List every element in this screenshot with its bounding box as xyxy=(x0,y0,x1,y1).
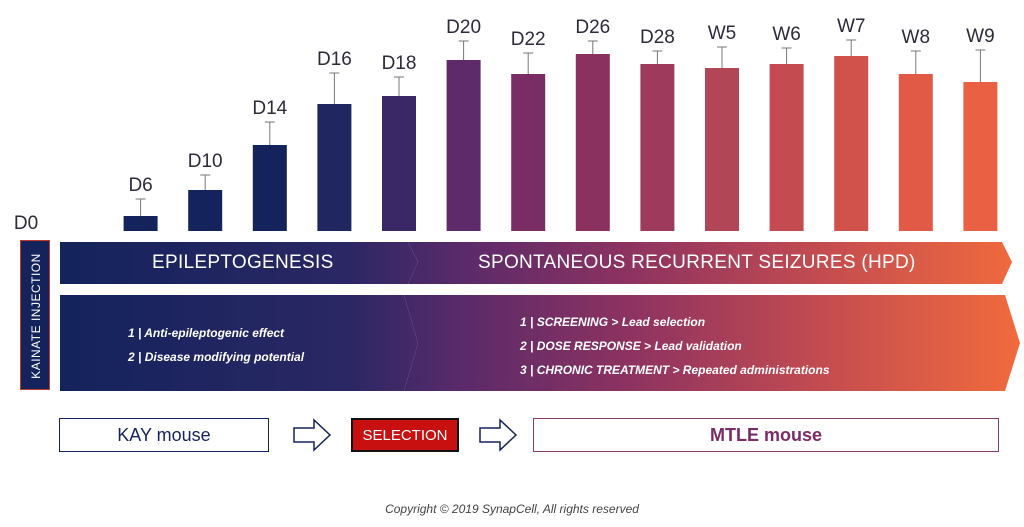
bar-label-d0: D0 xyxy=(14,213,38,234)
kay-mouse-box: KAY mouse xyxy=(59,418,269,452)
error-bar-w5 xyxy=(717,46,727,68)
error-bar-d22 xyxy=(523,52,534,74)
bar-label-d18: D18 xyxy=(382,53,417,74)
copyright-text: Copyright © 2019 SynapCell, All rights r… xyxy=(385,502,639,516)
epileptogenesis-label: EPILEPTOGENESIS xyxy=(152,252,334,273)
mtle-mouse-box: MTLE mouse xyxy=(533,418,999,452)
bar-w7 xyxy=(834,56,869,231)
bar-d28 xyxy=(640,64,675,231)
bar-d14 xyxy=(252,145,287,231)
bar-d20 xyxy=(446,60,481,231)
bar-label-d14: D14 xyxy=(252,98,287,119)
right-arrow-icon xyxy=(293,418,332,452)
bar-label-d20: D20 xyxy=(446,17,481,38)
bar-w5 xyxy=(705,68,739,231)
error-bar-d16 xyxy=(329,72,340,104)
bar-label-w5: W5 xyxy=(708,23,737,44)
seizures-label: SPONTANEOUS RECURRENT SEIZURES (HPD) xyxy=(478,252,916,273)
epileptogenesis-banner xyxy=(60,242,418,284)
kainate-injection-label: KAINATE INJECTION xyxy=(29,253,43,379)
bar-label-w8: W8 xyxy=(902,27,931,48)
bar-d22 xyxy=(511,74,546,231)
bar-d16 xyxy=(317,104,352,231)
bar-label-d16: D16 xyxy=(317,49,352,70)
phase2-item: 3 | CHRONIC TREATMENT > Repeated adminis… xyxy=(520,363,830,377)
seizures-panel xyxy=(404,295,1020,391)
bar-label-d28: D28 xyxy=(640,27,675,48)
bar-label-w7: W7 xyxy=(837,16,866,37)
error-bar-d18 xyxy=(394,76,404,96)
bar-d26 xyxy=(575,54,610,231)
phase2-item: 1 | SCREENING > Lead selection xyxy=(520,315,706,329)
bar-w6 xyxy=(769,64,804,231)
error-bar-d20 xyxy=(458,40,469,60)
bar-label-w9: W9 xyxy=(966,26,995,47)
bar-label-d26: D26 xyxy=(575,17,610,38)
bar-label-d6: D6 xyxy=(128,175,152,196)
error-bar-d26 xyxy=(587,40,598,54)
epileptogenesis-panel xyxy=(60,295,418,391)
selection-box: SELECTION xyxy=(351,418,459,452)
bar-chart: D0D6D10D14D16D18D20D22D26D28W5W6W7W8W9W1… xyxy=(14,16,1020,391)
error-bar-d10 xyxy=(200,174,211,190)
bar-label-d22: D22 xyxy=(511,29,546,50)
error-bar-w7 xyxy=(846,39,857,56)
kainate-injection-box: KAINATE INJECTION xyxy=(20,240,50,390)
phase1-item: 1 | Anti-epileptogenic effect xyxy=(128,326,285,340)
error-bar-w8 xyxy=(910,50,921,74)
bars-layer: D0D6D10D14D16D18D20D22D26D28W5W6W7W8W9W1… xyxy=(14,16,998,234)
bar-w8 xyxy=(898,74,933,231)
bar-label-w6: W6 xyxy=(772,24,801,45)
error-bar-w6 xyxy=(781,47,792,64)
error-bar-d28 xyxy=(652,50,663,64)
error-bar-w9 xyxy=(975,49,986,82)
bar-d10 xyxy=(188,190,223,231)
phase1-item: 2 | Disease modifying potential xyxy=(128,350,305,364)
bar-d6 xyxy=(123,216,158,231)
phase2-item: 2 | DOSE RESPONSE > Lead validation xyxy=(520,339,742,353)
error-bar-d14 xyxy=(264,121,275,145)
bar-d18 xyxy=(382,96,416,231)
right-arrow-icon xyxy=(479,418,518,452)
bar-label-d10: D10 xyxy=(188,151,223,172)
error-bar-d6 xyxy=(135,198,146,216)
seizures-banner xyxy=(408,242,1012,284)
bar-w9 xyxy=(963,82,998,231)
